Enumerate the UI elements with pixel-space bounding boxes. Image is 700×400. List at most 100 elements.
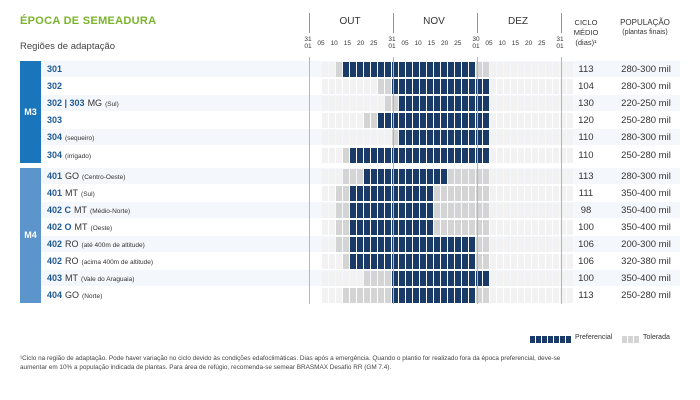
grid-cell-preferencial xyxy=(469,79,475,95)
grid-cell-preferencial xyxy=(455,147,461,163)
grid-cell-preferencial xyxy=(343,62,349,78)
grid-cell-empty xyxy=(504,113,510,129)
grid-cell-preferencial xyxy=(357,219,363,235)
grid-cell-tolerada xyxy=(448,219,454,235)
grid-cell-preferencial xyxy=(364,219,370,235)
grid-cell-tolerada xyxy=(476,202,482,218)
grid-cell-empty xyxy=(546,62,552,78)
grid-cell-preferencial xyxy=(434,271,440,287)
row-label: 402 C MT (Médio-Norte) xyxy=(47,202,130,219)
grid-cell-empty xyxy=(518,219,524,235)
grid-cell-preferencial xyxy=(476,96,482,112)
grid-cell-tolerada xyxy=(483,219,489,235)
grid-cell-empty xyxy=(322,237,328,253)
row-cycle: 100 xyxy=(578,273,594,285)
row-region: MT xyxy=(65,187,79,198)
grid-cell-preferencial xyxy=(434,168,440,184)
day-tick-text: 01 xyxy=(304,43,312,50)
grid-cell-empty xyxy=(336,168,342,184)
row-code: 301 xyxy=(47,64,63,74)
row-code: 402 xyxy=(47,256,63,267)
grid-cell-preferencial xyxy=(462,96,468,112)
grid-cell-tolerada xyxy=(462,219,468,235)
grid-cell-preferencial xyxy=(385,147,391,163)
grid-cell-empty xyxy=(322,271,328,287)
grid-cell-empty xyxy=(322,254,328,270)
grid-cell-empty xyxy=(518,168,524,184)
population-header-line: (plantas finais) xyxy=(622,29,668,36)
grid-cell-empty xyxy=(322,147,328,163)
grid-cell-tolerada xyxy=(343,237,349,253)
cycle-header-line: CICLO xyxy=(574,18,598,27)
grid-cell-preferencial xyxy=(462,237,468,253)
grid-cell-tolerada xyxy=(469,202,475,218)
grid-cell-empty xyxy=(525,254,531,270)
day-tick-text: 15 xyxy=(511,40,519,47)
grid-cell-tolerada xyxy=(469,185,475,201)
day-tick-text: 20 xyxy=(356,40,365,47)
grid-cell-empty xyxy=(546,254,552,270)
grid-cell-preferencial xyxy=(448,271,454,287)
grid-cell-preferencial xyxy=(441,237,447,253)
grid-cell-preferencial xyxy=(476,79,482,95)
grid-cell-preferencial xyxy=(392,219,398,235)
grid-cell-preferencial xyxy=(406,237,412,253)
grid-cell-preferencial xyxy=(420,147,426,163)
day-tick-text: 15 xyxy=(427,40,435,47)
row-code: 304 xyxy=(47,149,63,160)
grid-cell-tolerada xyxy=(476,288,482,304)
row-population: 320-380 mil xyxy=(621,256,671,268)
grid-cell-empty xyxy=(539,185,545,201)
grid-cell-tolerada xyxy=(483,237,489,253)
row-label: 302 | 303 MG (Sul) xyxy=(47,95,119,112)
grid-cell-empty xyxy=(490,147,496,163)
grid-cell-preferencial xyxy=(469,147,475,163)
row-label: 402 RO (acima 400m de altitude) xyxy=(47,253,153,270)
grid-cell-empty xyxy=(497,62,503,78)
grid-cell-preferencial xyxy=(357,185,363,201)
grid-cell-preferencial xyxy=(413,147,419,163)
grid-cell-empty xyxy=(336,254,342,270)
grid-cell-empty xyxy=(329,79,335,95)
grid-cell-preferencial xyxy=(399,168,405,184)
grid-cell-preferencial xyxy=(469,254,475,270)
grid-cell-empty xyxy=(322,219,328,235)
grid-cell-preferencial xyxy=(378,219,384,235)
grid-cell-tolerada xyxy=(343,168,349,184)
grid-cell-empty xyxy=(553,202,559,218)
grid-cell-preferencial xyxy=(469,237,475,253)
grid-cell-empty xyxy=(329,288,335,304)
grid-cell-preferencial xyxy=(406,79,412,95)
grid-cell-preferencial xyxy=(420,168,426,184)
grid-cell-preferencial xyxy=(476,130,482,146)
grid-cell-preferencial xyxy=(434,79,440,95)
chart-subtitle: Regiões de adaptação xyxy=(20,41,116,52)
grid-cell-empty xyxy=(504,130,510,146)
grid-cell-tolerada xyxy=(343,202,349,218)
grid-cell-empty xyxy=(532,168,538,184)
row-note: (sequeiro) xyxy=(65,135,95,143)
grid-cell-empty xyxy=(518,185,524,201)
grid-cell-empty xyxy=(490,254,496,270)
grid-cell-empty xyxy=(490,130,496,146)
month-divider xyxy=(561,13,562,33)
grid-cell-empty xyxy=(532,288,538,304)
day-tick: 05 xyxy=(482,40,496,47)
grid-cell-preferencial xyxy=(385,168,391,184)
grid-cell-tolerada xyxy=(364,113,370,129)
grid-cell-empty xyxy=(504,288,510,304)
grid-cell-empty xyxy=(511,202,517,218)
grid-cell-empty xyxy=(532,271,538,287)
grid-cell-preferencial xyxy=(427,96,433,112)
grid-cell-empty xyxy=(329,219,335,235)
grid-cell-tolerada xyxy=(343,185,349,201)
day-tick: 25 xyxy=(367,40,381,47)
grid-cell-tolerada xyxy=(364,288,370,304)
grid-cell-tolerada xyxy=(476,185,482,201)
grid-cell-preferencial xyxy=(483,113,489,129)
grid-cell-empty xyxy=(378,96,384,112)
row-note: (irrigado) xyxy=(65,152,92,160)
grid-cell-tolerada xyxy=(441,185,447,201)
grid-cell-tolerada xyxy=(441,202,447,218)
row-region: MT xyxy=(65,273,79,284)
